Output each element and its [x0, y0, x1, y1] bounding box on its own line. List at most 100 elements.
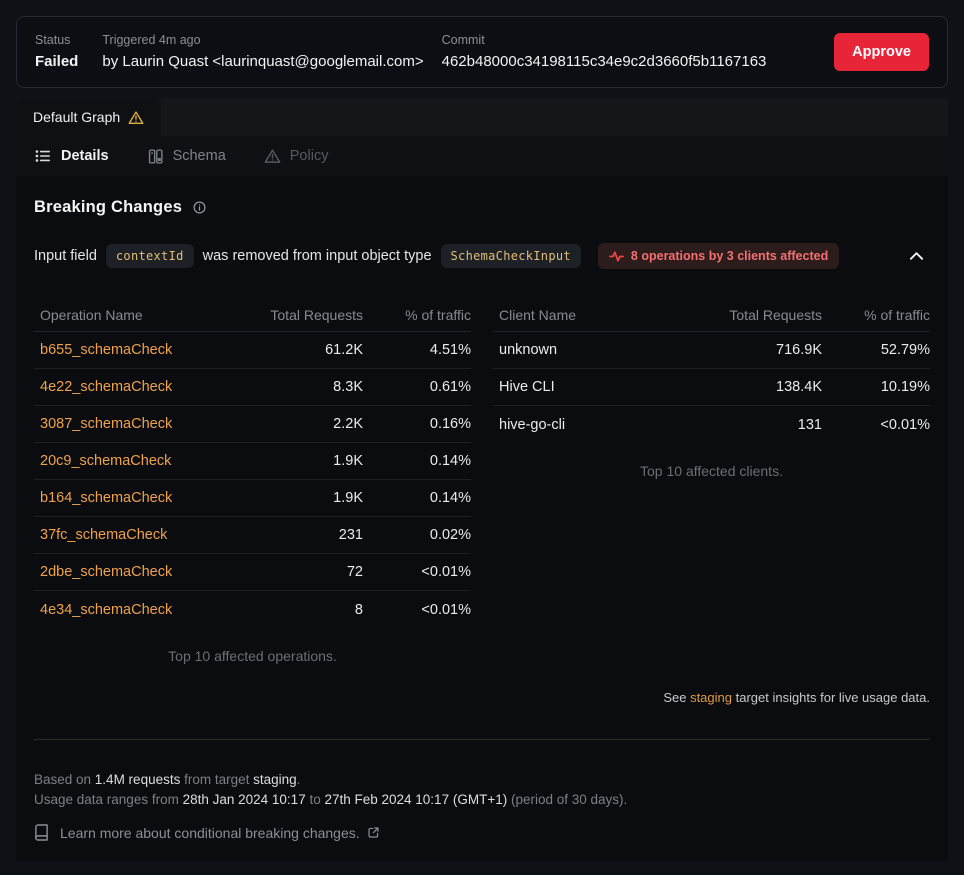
tab-policy-label: Policy — [289, 148, 329, 164]
tab-schema[interactable]: Schema — [147, 148, 226, 165]
operation-traffic: 0.61% — [429, 379, 471, 395]
affected-operations-text: 8 operations by 3 clients affected — [630, 249, 829, 263]
learn-more-label: Learn more about conditional breaking ch… — [60, 824, 360, 841]
breaking-change-item[interactable]: Input field contextId was removed from i… — [34, 243, 930, 269]
status-label: Status — [35, 33, 71, 47]
schema-check-header-card: Status Failed Triggered 4m ago by Laurin… — [16, 16, 948, 88]
table-row: 37fc_schemaCheck 231 0.02% — [34, 517, 471, 554]
column-total-requests: Total Requests — [729, 307, 822, 323]
clients-table: Client Name Total Requests % of traffic … — [493, 299, 930, 664]
operation-link[interactable]: 20c9_schemaCheck — [40, 453, 172, 469]
external-link-icon — [367, 826, 380, 839]
graph-tab-label: Default Graph — [33, 109, 121, 125]
insights-note: See staging target insights for live usa… — [34, 690, 930, 705]
warning-triangle-icon — [264, 148, 281, 164]
status-stat: Status Failed — [35, 32, 78, 72]
staging-target-link[interactable]: staging — [690, 690, 732, 705]
client-requests: 138.4K — [776, 379, 822, 395]
usage-footer: Based on 1.4M requests from target stagi… — [34, 770, 930, 810]
operation-requests: 231 — [338, 527, 363, 543]
approve-button[interactable]: Approve — [834, 33, 929, 71]
tab-policy[interactable]: Policy — [264, 148, 329, 164]
operation-requests: 2.2K — [333, 416, 363, 432]
footer-text: (period of 30 days). — [507, 792, 628, 807]
pulse-icon — [608, 250, 624, 263]
tab-schema-label: Schema — [172, 148, 226, 164]
column-traffic-pct: % of traffic — [864, 307, 930, 323]
operations-caption: Top 10 affected operations. — [168, 648, 337, 664]
column-client-name: Client Name — [499, 307, 577, 323]
operation-traffic: <0.01% — [421, 564, 471, 580]
commit-hash: 462b48000c34198115c34e9c2d3660f5b1167163 — [441, 53, 767, 70]
operation-traffic: 4.51% — [429, 342, 471, 358]
operation-requests: 8.3K — [333, 379, 363, 395]
operation-link[interactable]: 4e22_schemaCheck — [40, 379, 173, 395]
info-icon[interactable] — [192, 200, 207, 215]
operation-link[interactable]: b164_schemaCheck — [40, 490, 173, 506]
tab-details[interactable]: Details — [34, 148, 109, 164]
book-icon — [34, 824, 49, 841]
operations-table-header: Operation Name Total Requests % of traff… — [34, 299, 471, 332]
operations-table-body: b655_schemaCheck 61.2K 4.51% 4e22_schema… — [34, 332, 471, 628]
tab-default-graph[interactable]: Default Graph — [16, 98, 162, 136]
operation-traffic: 0.16% — [429, 416, 471, 432]
operation-link[interactable]: 4e34_schemaCheck — [40, 601, 173, 618]
breaking-changes-title: Breaking Changes — [34, 198, 183, 216]
graph-tab-strip: Default Graph — [16, 98, 948, 136]
footer-date-end: 27th Feb 2024 10:17 (GMT+1) — [324, 792, 508, 807]
footer-text: from target — [180, 772, 254, 787]
client-traffic: 10.19% — [880, 379, 930, 395]
usage-tables: Operation Name Total Requests % of traff… — [34, 299, 930, 664]
operation-requests: 61.2K — [325, 342, 363, 358]
footer-text: to — [305, 792, 325, 807]
table-row: 20c9_schemaCheck 1.9K 0.14% — [34, 443, 471, 480]
field-code-pill: contextId — [105, 244, 194, 268]
table-row: b164_schemaCheck 1.9K 0.14% — [34, 480, 471, 517]
warning-triangle-icon — [128, 110, 144, 125]
change-prefix: Input field — [34, 248, 97, 264]
operation-traffic: 0.14% — [429, 490, 471, 506]
clients-table-body: unknown 716.9K 52.79% Hive CLI 138.4K 10… — [493, 332, 930, 443]
change-middle: was removed from input object type — [202, 248, 432, 264]
table-row: 3087_schemaCheck 2.2K 0.16% — [34, 406, 471, 443]
operations-table: Operation Name Total Requests % of traff… — [34, 299, 471, 664]
operation-traffic: 0.14% — [429, 453, 471, 469]
client-traffic: <0.01% — [880, 416, 930, 433]
operation-link[interactable]: 37fc_schemaCheck — [40, 527, 168, 543]
client-name: Hive CLI — [499, 379, 555, 395]
footer-line-daterange: Usage data ranges from 28th Jan 2024 10:… — [34, 790, 930, 810]
clients-caption: Top 10 affected clients. — [640, 463, 783, 479]
triggered-label: Triggered 4m ago — [102, 33, 201, 47]
operation-requests: 8 — [354, 601, 363, 618]
chevron-up-icon[interactable] — [905, 247, 928, 265]
table-row: hive-go-cli 131 <0.01% — [493, 406, 930, 443]
client-requests: 131 — [797, 416, 822, 433]
footer-request-count: 1.4M requests — [94, 772, 181, 787]
schema-icon — [147, 148, 164, 165]
tab-details-label: Details — [61, 148, 109, 164]
table-row: 4e22_schemaCheck 8.3K 0.61% — [34, 369, 471, 406]
list-icon — [34, 148, 52, 164]
footer-target-name: staging — [253, 772, 297, 787]
breaking-changes-header: Breaking Changes — [34, 176, 930, 217]
check-view-tabs: Details Schema Policy — [16, 136, 948, 176]
client-name: unknown — [499, 342, 558, 358]
operation-traffic: 0.02% — [429, 527, 471, 543]
operation-link[interactable]: 3087_schemaCheck — [40, 416, 173, 432]
operation-link[interactable]: 2dbe_schemaCheck — [40, 564, 173, 580]
learn-more-link[interactable]: Learn more about conditional breaking ch… — [34, 824, 380, 841]
operation-link[interactable]: b655_schemaCheck — [40, 342, 173, 358]
insights-note-prefix: See — [663, 690, 691, 705]
footer-text: Usage data ranges from — [34, 792, 183, 807]
operation-requests: 72 — [346, 564, 363, 580]
table-row: Hive CLI 138.4K 10.19% — [493, 369, 930, 406]
footer-line-requests: Based on 1.4M requests from target stagi… — [34, 770, 930, 790]
client-requests: 716.9K — [776, 342, 822, 358]
status-value: Failed — [35, 53, 79, 70]
type-code-pill: SchemaCheckInput — [440, 244, 581, 268]
column-traffic-pct: % of traffic — [405, 307, 471, 323]
details-panel: Breaking Changes Input field contextId w… — [16, 176, 948, 861]
operation-traffic: <0.01% — [421, 601, 471, 618]
column-operation-name: Operation Name — [40, 307, 143, 323]
client-name: hive-go-cli — [499, 416, 566, 433]
